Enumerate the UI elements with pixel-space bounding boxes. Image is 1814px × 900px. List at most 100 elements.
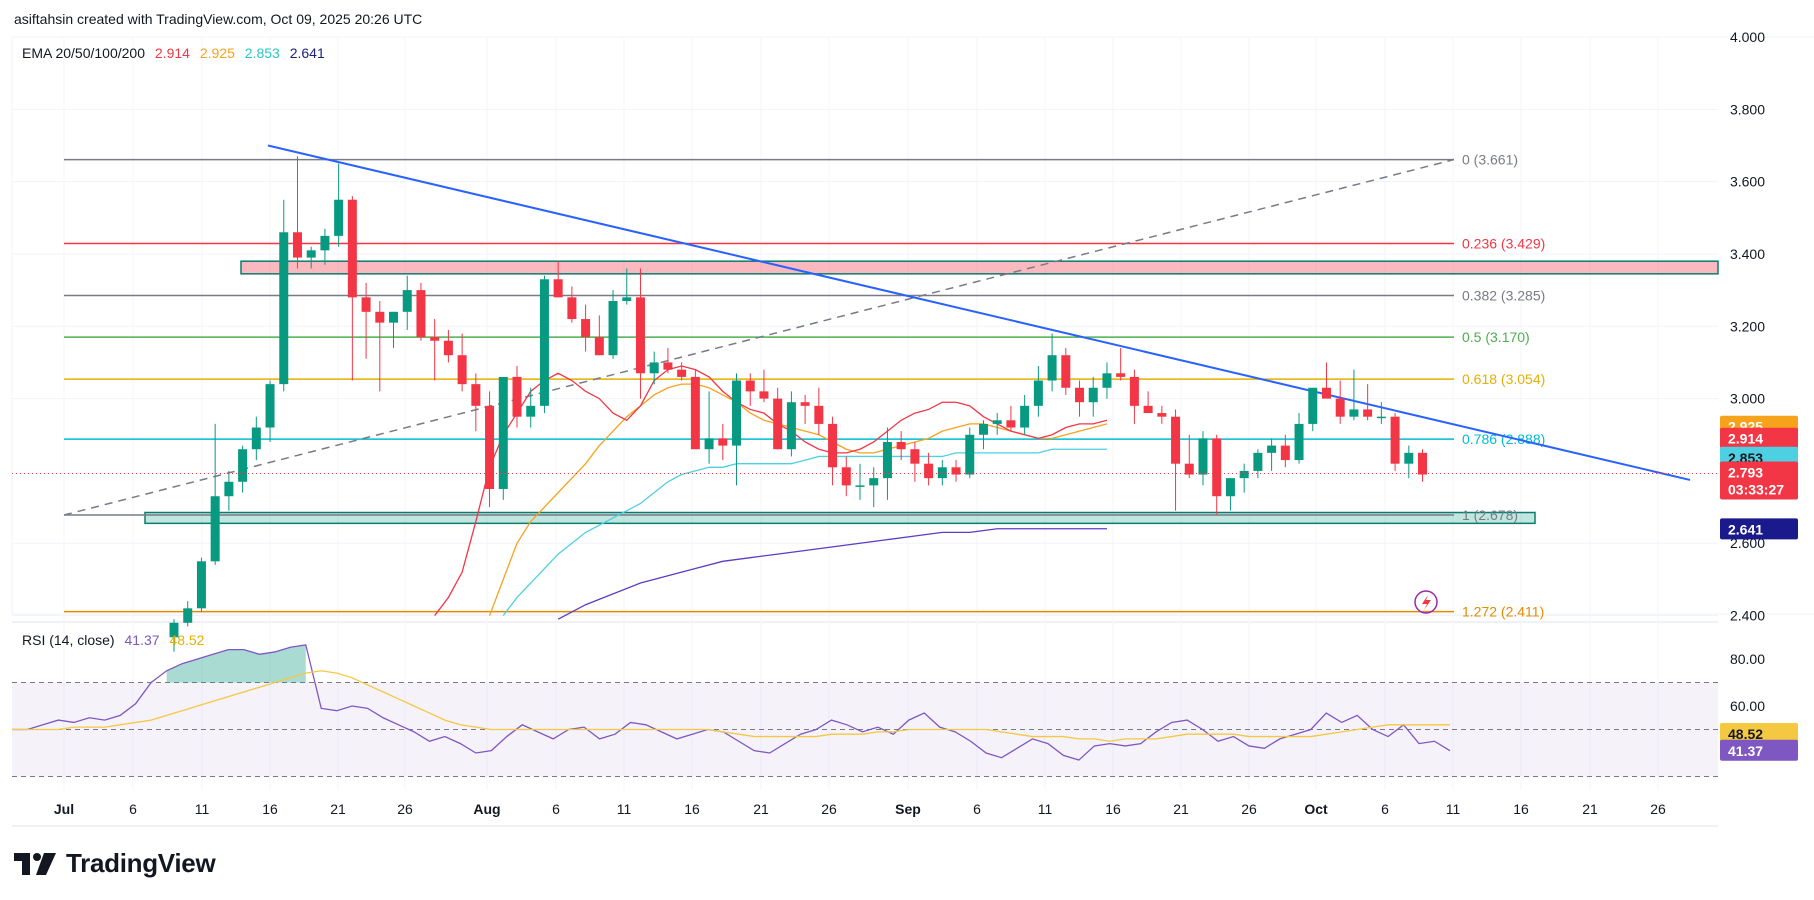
ema100-line [502,448,1107,616]
ema50-line [488,383,1108,616]
candle-body [882,441,892,479]
support-zone [144,511,1536,525]
candle-body [389,311,399,323]
tradingview-logo[interactable]: TradingView [14,848,216,879]
ema-legend[interactable]: EMA 20/50/100/200 2.914 2.925 2.853 2.64… [22,45,331,61]
candle-body [498,376,508,489]
candle-body [718,438,728,446]
rsi-legend[interactable]: RSI (14, close) 41.37 48.52 [22,632,210,648]
candle-body [896,441,906,450]
candle-body [1061,355,1071,388]
ema200-line [557,528,1107,620]
candle-body [265,384,275,428]
time-tick-label: 16 [1513,801,1529,817]
fib-level-label: 0.618 (3.054) [1462,371,1545,387]
time-tick-label: 26 [821,801,837,817]
candle-body [937,467,947,479]
candle-body [1335,398,1345,417]
candle-body [375,311,385,323]
candle-body [814,405,824,424]
candle-body [471,384,481,406]
candle-body [978,423,988,435]
price-tick-label: 3.600 [1730,174,1765,190]
fib-level-label: 0.382 (3.285) [1462,288,1545,304]
candle-body [855,485,865,487]
time-tick-label: Oct [1304,801,1328,817]
time-tick-label: 16 [1105,801,1121,817]
fib-level-label: 0 (3.661) [1462,152,1518,168]
candle-body [169,622,179,638]
candle-body [430,337,440,341]
ema200-price-badge-text: 2.641 [1728,521,1763,537]
candle-body [457,355,467,385]
ema50-legend-value: 2.925 [199,45,235,61]
candle-body [279,232,289,385]
candle-body [759,391,769,399]
candle-body [334,199,344,236]
time-tick-label: 6 [1381,801,1389,817]
candle-body [402,290,412,312]
candle-body [224,481,234,497]
candle-body [1157,413,1167,417]
time-tick-label: 6 [129,801,137,817]
candle-body [361,297,371,312]
candle-body [1006,420,1016,428]
price-tick-label: 3.000 [1730,391,1765,407]
candle-body [1047,355,1057,381]
candle-body [1363,409,1373,417]
candle-body [773,398,783,450]
candle-body [1020,405,1030,428]
candle-body [663,362,673,370]
ema20-price-badge-text: 2.914 [1728,431,1763,447]
rsi-overbought-fill [166,644,306,683]
candle-body [1129,376,1139,406]
candle-body [1418,452,1428,475]
price-tick-label: 3.400 [1730,246,1765,262]
fib-trend-dashed-line [63,158,1455,516]
candle-body [828,423,838,468]
candle-body [1225,478,1235,497]
candle-body [416,290,426,338]
candle-body [1404,452,1414,464]
candle-body [1253,452,1263,471]
rsi-ma-badge-text: 48.52 [1728,726,1763,742]
time-tick-label: 11 [195,801,210,817]
candle-body [1376,416,1386,419]
candle-body [1239,470,1249,479]
fib-level-label: 1 (2.678) [1462,507,1518,523]
price-tick-label: 3.800 [1730,101,1765,117]
candle-body [1390,416,1400,464]
candle-body [992,420,1002,424]
rsi-band [12,682,1718,777]
candle-body [567,297,577,320]
time-tick-label: 21 [753,801,769,817]
candle-body [196,561,206,609]
fib-level-label: 0.236 (3.429) [1462,235,1545,251]
rsi-value-badge-text: 41.37 [1728,743,1763,759]
time-tick-label: 26 [1650,801,1666,817]
ema-legend-label: EMA 20/50/100/200 [22,45,145,61]
time-tick-label: 21 [1582,801,1598,817]
candle-body [786,402,796,450]
candle-body [1321,387,1331,399]
candle-body [745,380,755,392]
candle-body [594,337,604,356]
candle-body [1033,380,1043,406]
rsi-legend-label: RSI (14, close) [22,632,115,648]
price-tick-label: 2.400 [1730,608,1765,624]
time-tick-label: 21 [1173,801,1189,817]
last-price-badge-text: 03:33:27 [1728,481,1784,497]
candle-body [732,380,742,446]
ema200-legend-value: 2.641 [289,45,325,61]
fib-level-label: 1.272 (2.411) [1462,604,1544,620]
candle-body [320,235,330,251]
candle-body [869,478,879,486]
time-tick-label: 11 [1038,801,1053,817]
candle-body [485,405,495,489]
candle-body [1116,373,1126,377]
candle-body [210,496,220,562]
candle-body [306,250,316,258]
fib-level-label: 0.786 (2.888) [1462,431,1545,447]
rsi-ma-line [12,670,1450,742]
